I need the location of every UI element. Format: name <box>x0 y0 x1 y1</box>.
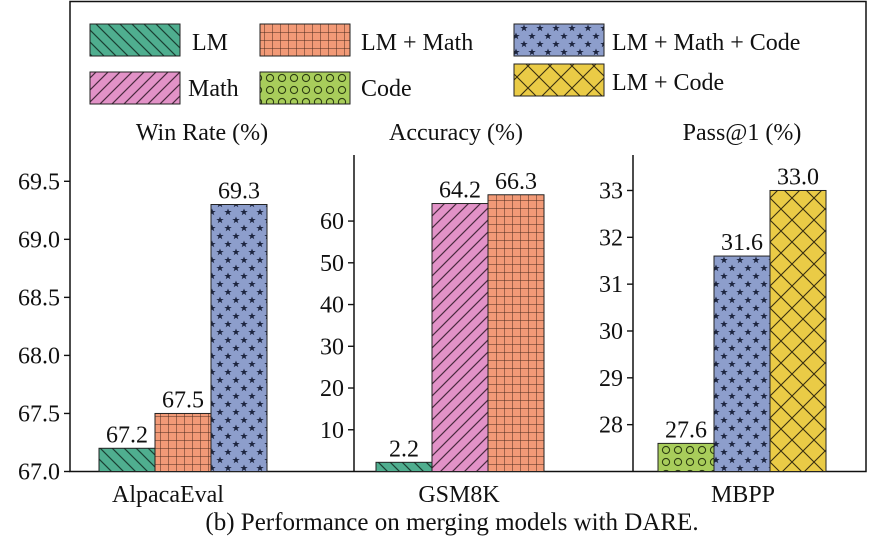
legend-item-math: Math <box>89 71 239 105</box>
y-tick-label: 60 <box>320 209 344 235</box>
y-tick-label: 28 <box>599 413 623 439</box>
figure-caption: (b) Performance on merging models with D… <box>205 509 698 536</box>
legend-item-lm: LM <box>89 23 228 57</box>
legend-swatch-math <box>89 71 181 105</box>
bar-lm <box>375 461 433 473</box>
chart-panels: Win Rate (%) 67.0 67.5 68.0 68.5 69.0 69.5 67.2… <box>18 120 827 508</box>
legend: LM LM + Math LM + Math + Code Math Code … <box>89 23 800 105</box>
y-tick-label: 68.5 <box>18 285 60 311</box>
y-tick-label: 50 <box>320 251 344 277</box>
y-tick-label: 30 <box>599 319 623 345</box>
y-tick-label: 33 <box>599 178 623 204</box>
bar-lm-math <box>154 412 212 473</box>
bar-value-label: 31.6 <box>721 230 763 256</box>
legend-swatch-lm <box>89 23 181 57</box>
bar-value-label: 66.3 <box>495 169 537 195</box>
panel-gsm8k: Accuracy (%) 10 20 30 40 50 60 2.2 64.2 66.3 GSM8K <box>320 120 545 508</box>
bar-lm-math <box>487 194 545 472</box>
legend-swatch-lm-math <box>259 23 351 57</box>
legend-swatch-lm-math-code <box>513 23 605 57</box>
bar-lm-code <box>769 189 827 472</box>
legend-item-lm-math: LM + Math <box>259 23 473 57</box>
legend-item-lm-math-code: LM + Math + Code <box>513 23 800 57</box>
y-tick-label: 68.0 <box>18 343 60 369</box>
legend-label-code: Code <box>361 76 412 102</box>
y-tick-label: 29 <box>599 366 623 392</box>
legend-item-lm-code: LM + Code <box>513 63 724 97</box>
y-tick-label: 32 <box>599 225 623 251</box>
bar-value-label: 69.3 <box>218 179 260 205</box>
bar-code <box>657 442 715 473</box>
x-category-label: GSM8K <box>418 482 500 508</box>
panel-mbpp: Pass@1 (%) 28 29 30 31 32 33 27.6 31.6 33.0 MBPP <box>599 120 827 508</box>
y-tick-label: 40 <box>320 293 344 319</box>
panel-title: Win Rate (%) <box>136 120 268 146</box>
y-tick-label: 67.5 <box>18 401 60 427</box>
panel-title: Pass@1 (%) <box>683 120 802 146</box>
legend-swatch-lm-code <box>513 63 605 97</box>
y-tick-label: 67.0 <box>18 460 60 486</box>
bar-lm-math-code <box>713 255 771 472</box>
x-category-label: MBPP <box>711 482 775 508</box>
bar-value-label: 2.2 <box>389 436 419 462</box>
y-tick-label: 10 <box>320 418 344 444</box>
bar-value-label: 67.2 <box>106 422 148 448</box>
y-tick-label: 30 <box>320 334 344 360</box>
bar-value-label: 27.6 <box>665 417 707 443</box>
legend-label-lm-math-code: LM + Math + Code <box>612 30 800 56</box>
y-tick-label: 69.5 <box>18 169 60 195</box>
panel-title: Accuracy (%) <box>389 120 523 146</box>
y-tick-label: 20 <box>320 376 344 402</box>
bar-value-label: 33.0 <box>777 164 819 190</box>
bar-value-label: 67.5 <box>162 387 204 413</box>
bar-lm-math-code <box>210 204 268 472</box>
bar-value-label: 64.2 <box>439 178 481 204</box>
y-tick-label: 69.0 <box>18 227 60 253</box>
legend-label-lm: LM <box>192 30 228 56</box>
legend-label-math: Math <box>188 76 239 102</box>
y-tick-label: 31 <box>599 272 623 298</box>
panel-alpacaeval: Win Rate (%) 67.0 67.5 68.0 68.5 69.0 69.5 67.2… <box>18 120 268 508</box>
legend-item-code: Code <box>259 71 412 105</box>
legend-label-lm-math: LM + Math <box>361 30 473 56</box>
bar-lm <box>98 447 156 473</box>
legend-label-lm-code: LM + Code <box>612 70 724 96</box>
bar-math <box>431 203 489 472</box>
x-category-label: AlpacaEval <box>112 482 224 508</box>
legend-swatch-code <box>259 71 351 105</box>
